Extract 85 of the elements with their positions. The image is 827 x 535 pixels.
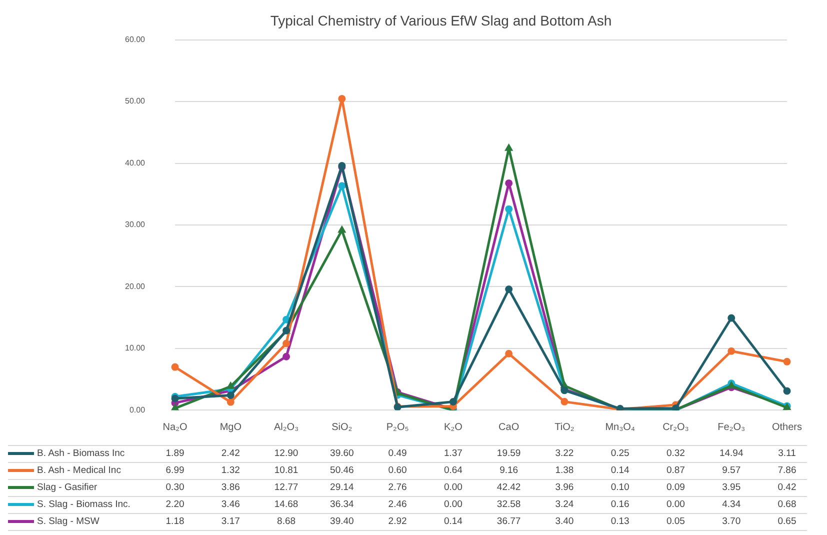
data-label: 0.16	[610, 499, 630, 510]
data-label: 0.68	[778, 499, 796, 510]
data-label: 1.18	[166, 516, 184, 527]
data-label: 0.49	[388, 448, 407, 459]
x-tick-label: TiO₂	[554, 422, 574, 433]
data-label: 0.14	[610, 465, 630, 476]
data-label: 50.46	[330, 465, 354, 476]
legend-label: B. Ash - Medical Inc	[37, 465, 121, 476]
data-label: 0.25	[610, 448, 630, 459]
data-label: 2.20	[166, 499, 184, 510]
data-label: 0.05	[666, 516, 685, 527]
data-label: 3.96	[555, 482, 574, 493]
data-label: 8.68	[277, 516, 296, 527]
data-label: 3.11	[778, 448, 796, 459]
data-label: 36.77	[496, 516, 521, 527]
legend-label: S. Slag - MSW	[37, 516, 100, 527]
data-label: 3.17	[221, 516, 240, 527]
x-tick-label: Al₂O₃	[274, 422, 299, 433]
y-tick-label: 40.00	[124, 158, 146, 168]
data-label: 0.09	[666, 482, 685, 493]
data-label: 0.00	[444, 499, 462, 510]
x-tick-label: Cr₂O₃	[662, 422, 689, 433]
data-label: 12.77	[274, 482, 298, 493]
data-label: 1.32	[221, 465, 240, 476]
y-tick-label: 30.00	[124, 220, 146, 230]
data-label: 7.86	[778, 465, 796, 476]
data-label: 39.60	[330, 448, 354, 459]
x-tick-label: Na₂O	[162, 422, 188, 433]
data-label: 9.16	[500, 465, 518, 476]
data-label: 14.68	[274, 499, 298, 510]
data-label: 0.64	[444, 465, 462, 476]
legend-label: B. Ash - Biomass Inc	[37, 448, 125, 459]
data-label: 3.40	[555, 516, 574, 527]
y-tick-label: 60.00	[124, 35, 146, 44]
legend-label: S. Slag - Biomass Inc.	[37, 499, 130, 510]
y-tick-label: 20.00	[124, 282, 146, 291]
x-tick-label: MgO	[220, 422, 242, 433]
data-label: 6.99	[166, 465, 184, 476]
data-label: 0.13	[610, 516, 630, 527]
data-label: 0.30	[166, 482, 184, 493]
data-label: 0.60	[388, 465, 407, 476]
data-label: 10.81	[274, 465, 298, 476]
data-label: 29.14	[330, 482, 354, 493]
data-label: 0.10	[610, 482, 630, 493]
data-label: 0.14	[444, 516, 462, 527]
data-label: 2.42	[221, 448, 240, 459]
data-label: 4.34	[722, 499, 741, 510]
data-label: 3.70	[722, 516, 741, 527]
legend-label: Slag - Gasifier	[37, 482, 98, 493]
x-tick-label: CaO	[498, 422, 520, 433]
data-label: 32.58	[496, 499, 521, 510]
data-label: 14.94	[719, 448, 744, 459]
data-label: 3.95	[722, 482, 741, 493]
y-tick-label: 0.00	[129, 405, 146, 414]
x-tick-label: Fe₂O₃	[718, 422, 746, 433]
data-label: 36.34	[330, 499, 354, 510]
data-label: 0.00	[666, 499, 685, 510]
y-tick-label: 50.00	[124, 96, 146, 106]
x-tick-label: P₂O₅	[386, 422, 409, 433]
data-label: 3.22	[555, 448, 574, 459]
data-label: 3.46	[221, 499, 240, 510]
data-label: 0.42	[778, 482, 796, 493]
data-label: 2.76	[388, 482, 407, 493]
data-label: 42.42	[496, 482, 521, 493]
data-label: 0.00	[444, 482, 462, 493]
data-label: 1.38	[555, 465, 574, 476]
chart-title: Typical Chemistry of Various EfW Slag and Bottom Ash	[270, 12, 612, 28]
data-label: 0.65	[778, 516, 796, 527]
data-label: 0.87	[666, 465, 685, 476]
x-tick-label: SiO₂	[332, 422, 352, 433]
data-label: 1.37	[444, 448, 462, 459]
data-label: 3.24	[555, 499, 574, 510]
data-label: 9.57	[722, 465, 741, 476]
x-tick-label: Mn₃O₄	[605, 422, 636, 433]
data-label: 2.46	[388, 499, 407, 510]
data-label: 3.86	[221, 482, 240, 493]
data-label: 19.59	[496, 448, 521, 459]
data-label: 1.89	[166, 448, 184, 459]
x-tick-label: Others	[772, 422, 802, 433]
data-label: 0.32	[666, 448, 685, 459]
data-label: 39.40	[330, 516, 354, 527]
data-label: 2.92	[388, 516, 407, 527]
data-label: 12.90	[274, 448, 298, 459]
x-tick-label: K₂O	[444, 422, 463, 433]
y-tick-label: 10.00	[124, 344, 146, 353]
